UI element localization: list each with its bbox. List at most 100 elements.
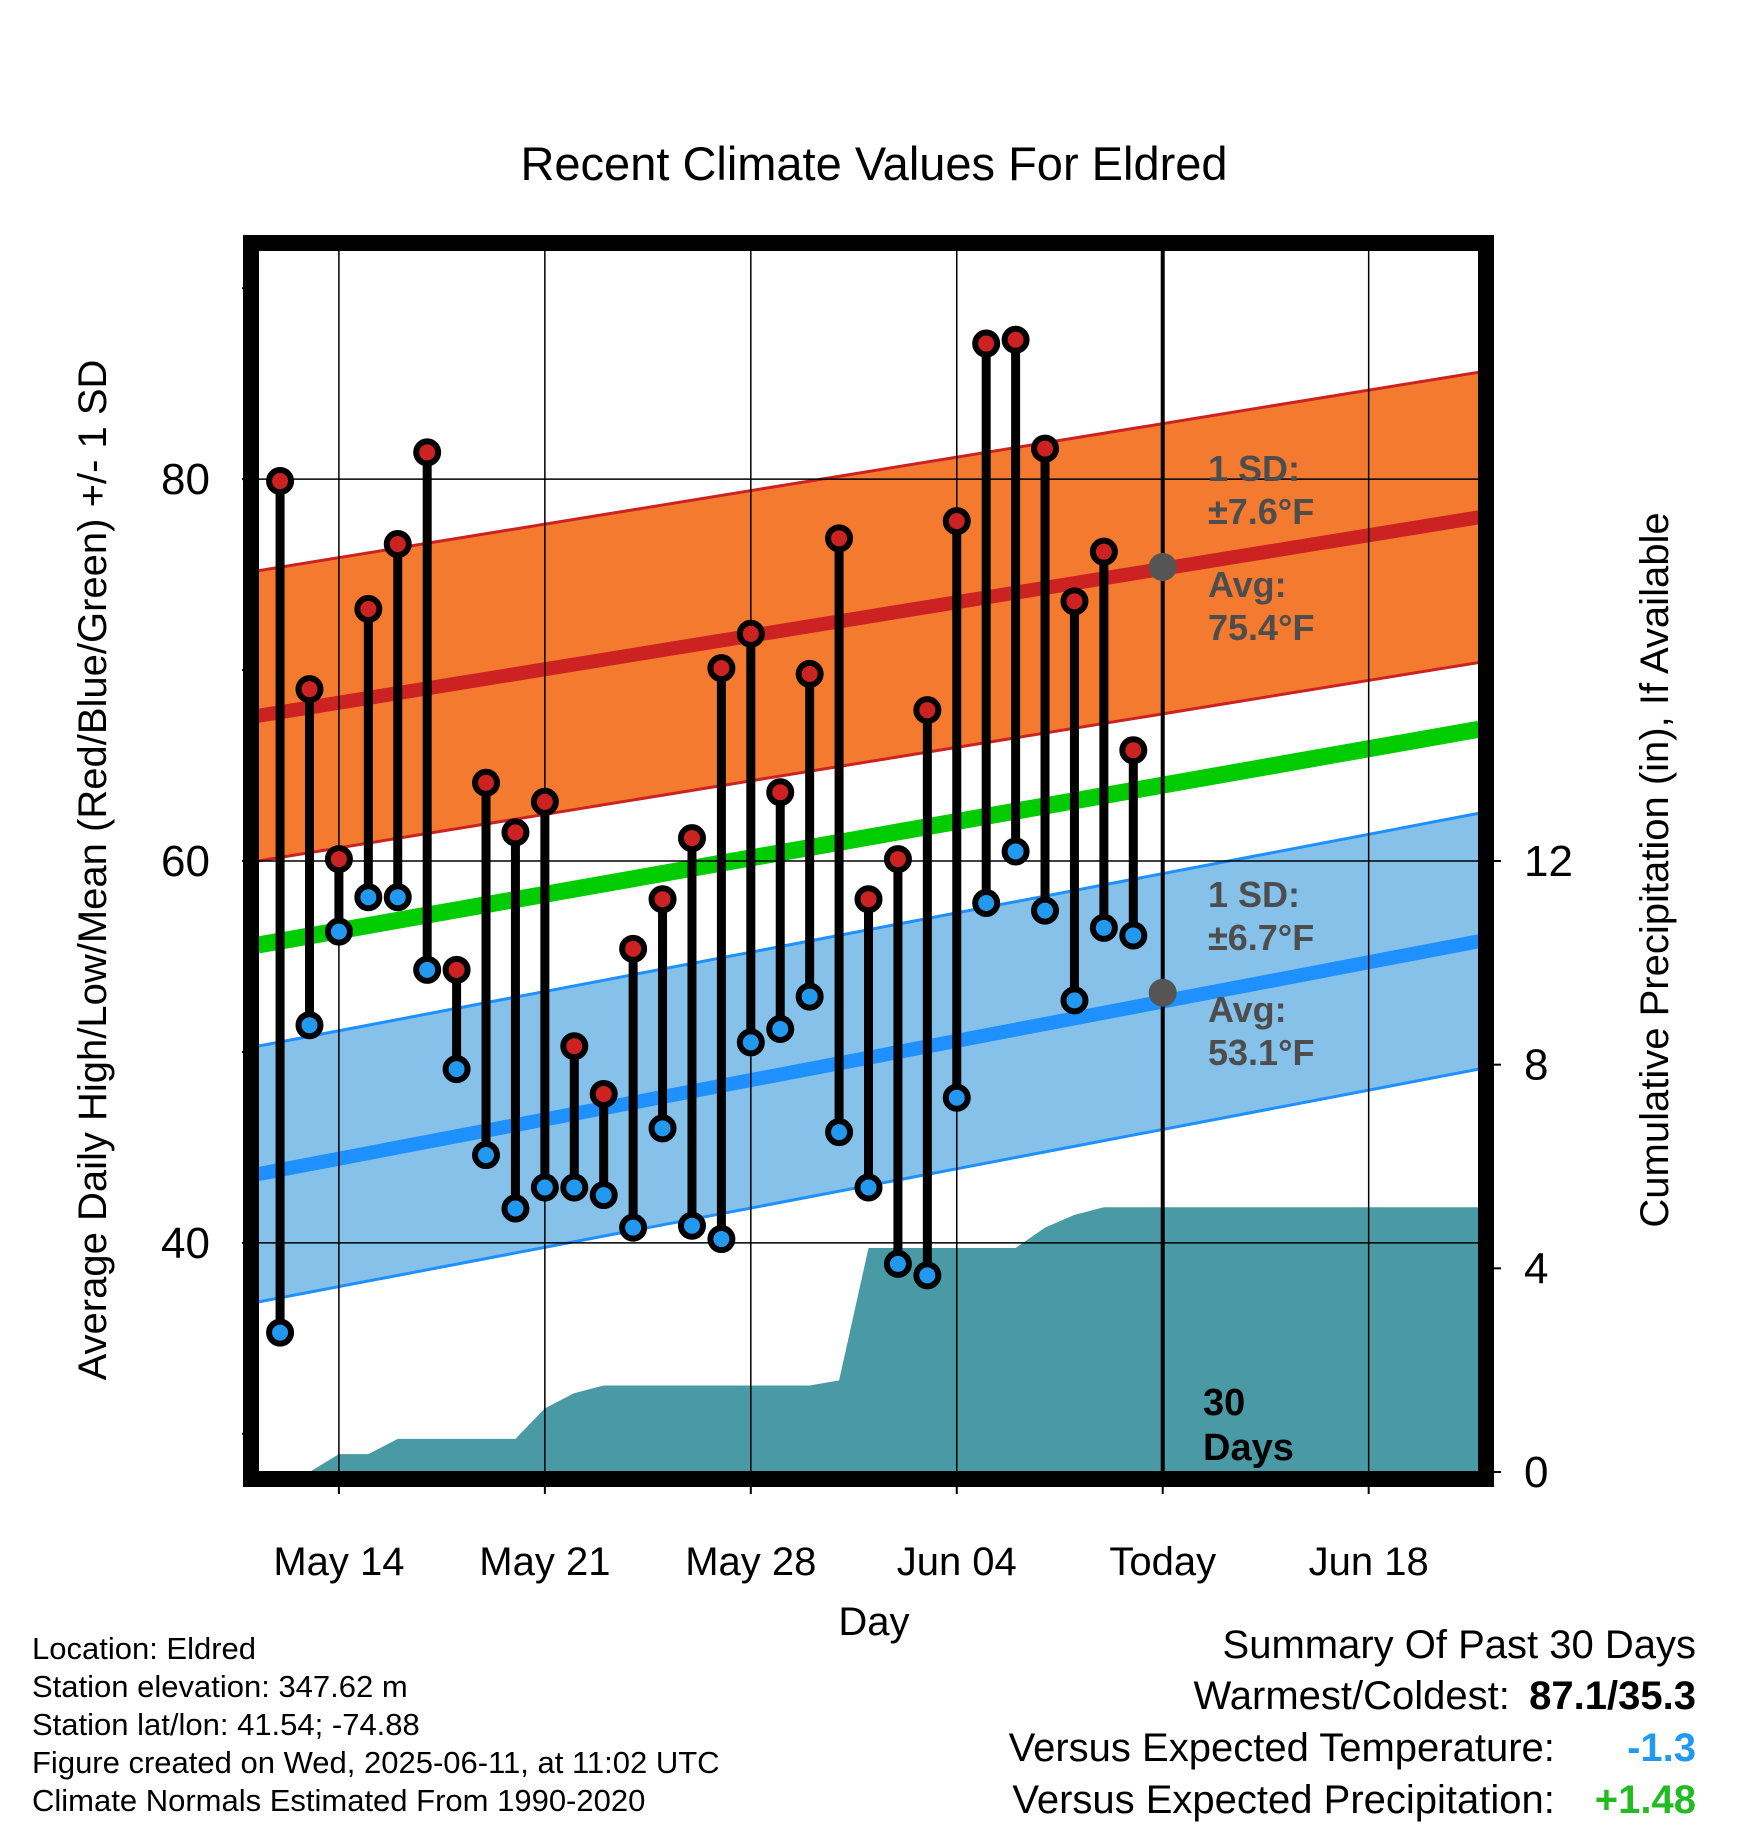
low-point [413,955,442,984]
y-tick-label: 40 [161,1219,210,1268]
temp-label: Versus Expected Temperature: [1008,1726,1555,1770]
low-avg-value: 53.1°F [1208,1032,1314,1073]
summary-precip-row: Versus Expected Precipitation: +1.48 [1009,1774,1696,1826]
x-axis-label: Day [838,1600,909,1644]
high-point [1001,325,1030,354]
low-point [1089,913,1118,942]
high-point [677,824,706,853]
low-point [854,1173,883,1202]
high-point [766,778,795,807]
low-point [266,1318,295,1347]
precip-value: +1.48 [1594,1778,1696,1822]
high-avg-value: 75.4°F [1208,607,1314,648]
low-point [795,982,824,1011]
high-point [972,329,1001,358]
high-point [619,934,648,963]
summary-title: Summary Of Past 30 Days [1222,1623,1696,1667]
low-point [736,1028,765,1057]
low-point [707,1225,736,1254]
precip-label: Versus Expected Precipitation: [1012,1778,1555,1822]
summary-block: Summary Of Past 30 Days Warmest/Coldest:… [1009,1620,1696,1826]
low-avg-label: Avg: [1208,989,1287,1030]
low-point [295,1011,324,1040]
summary-temp-row: Versus Expected Temperature: -1.3 [1009,1722,1696,1774]
precipitation-area [309,1207,1479,1472]
high-point [1119,736,1148,765]
y2-tick-label: 0 [1524,1448,1548,1497]
low-point [442,1055,471,1084]
window-label-number: 30 [1203,1382,1245,1424]
y2-tick-label: 8 [1524,1041,1548,1090]
normal-high-mean-line [258,510,1479,723]
high-point [825,524,854,553]
x-tick-label: May 21 [479,1540,610,1584]
low-point [942,1083,971,1112]
low-point [530,1173,559,1202]
low-point [589,1181,618,1210]
low-point [1001,837,1030,866]
elevation-text: Station elevation: 347.62 m [32,1669,408,1704]
high-point [913,696,942,725]
low-point [1031,896,1060,925]
high-point [854,885,883,914]
y-tick-label: 60 [161,837,210,886]
today-high-avg-marker [1148,552,1177,581]
low-point [883,1249,912,1278]
high-point [324,845,353,874]
high-point [589,1079,618,1108]
x-tick-label: Jun 18 [1309,1540,1429,1584]
today-low-avg-marker [1148,978,1177,1007]
y-tick-label: 80 [161,455,210,504]
station-info: Location: Eldred Station elevation: 347.… [32,1630,720,1820]
low-sd-label: 1 SD: [1208,874,1300,915]
y-axis-label: Average Daily High/Low/Mean (Red/Blue/Gr… [71,360,115,1381]
high-point [413,438,442,467]
temp-value: -1.3 [1627,1726,1696,1770]
y2-tick-label: 4 [1524,1244,1548,1293]
high-point [472,768,501,797]
high-point [530,787,559,816]
high-sd-value: ±7.6°F [1208,491,1314,532]
normal-high-upper-edge [258,370,1479,573]
summary-warmest-row: Warmest/Coldest: 87.1/35.3 [1009,1670,1697,1722]
high-point [1060,587,1089,616]
high-point [266,467,295,496]
low-sd-value: ±6.7°F [1208,917,1314,958]
chart-title: Recent Climate Values For Eldred [520,137,1227,190]
high-point [942,507,971,536]
warmest-value: 87.1/35.3 [1529,1674,1696,1718]
low-point [472,1141,501,1170]
normal-mean-line [258,720,1479,954]
low-point [648,1114,677,1143]
low-point [383,883,412,912]
warmest-label: Warmest/Coldest: [1193,1674,1510,1718]
low-point [677,1211,706,1240]
high-point [560,1032,589,1061]
created-text: Figure created on Wed, 2025-06-11, at 11… [32,1745,720,1780]
high-avg-label: Avg: [1208,564,1287,605]
low-point [972,889,1001,918]
low-point [619,1213,648,1242]
window-label-days: Days [1203,1427,1294,1469]
low-point [324,917,353,946]
latlon-text: Station lat/lon: 41.54; -74.88 [32,1707,420,1742]
high-point [295,675,324,704]
x-tick-label: May 14 [273,1540,404,1584]
high-point [736,619,765,648]
normal-high-lower-edge [258,660,1479,863]
low-point [1060,986,1089,1015]
y2-axis-label: Cumulative Precipitation (in), If Availa… [1633,512,1677,1227]
low-point [354,883,383,912]
plot-clip-group [258,250,1479,1472]
high-point [501,818,530,847]
low-point [501,1194,530,1223]
location-text: Location: Eldred [32,1631,257,1666]
high-point [707,654,736,683]
low-point [766,1015,795,1044]
high-sd-label: 1 SD: [1208,448,1300,489]
high-point [648,885,677,914]
x-tick-label: Today [1109,1540,1216,1584]
low-point [1119,921,1148,950]
